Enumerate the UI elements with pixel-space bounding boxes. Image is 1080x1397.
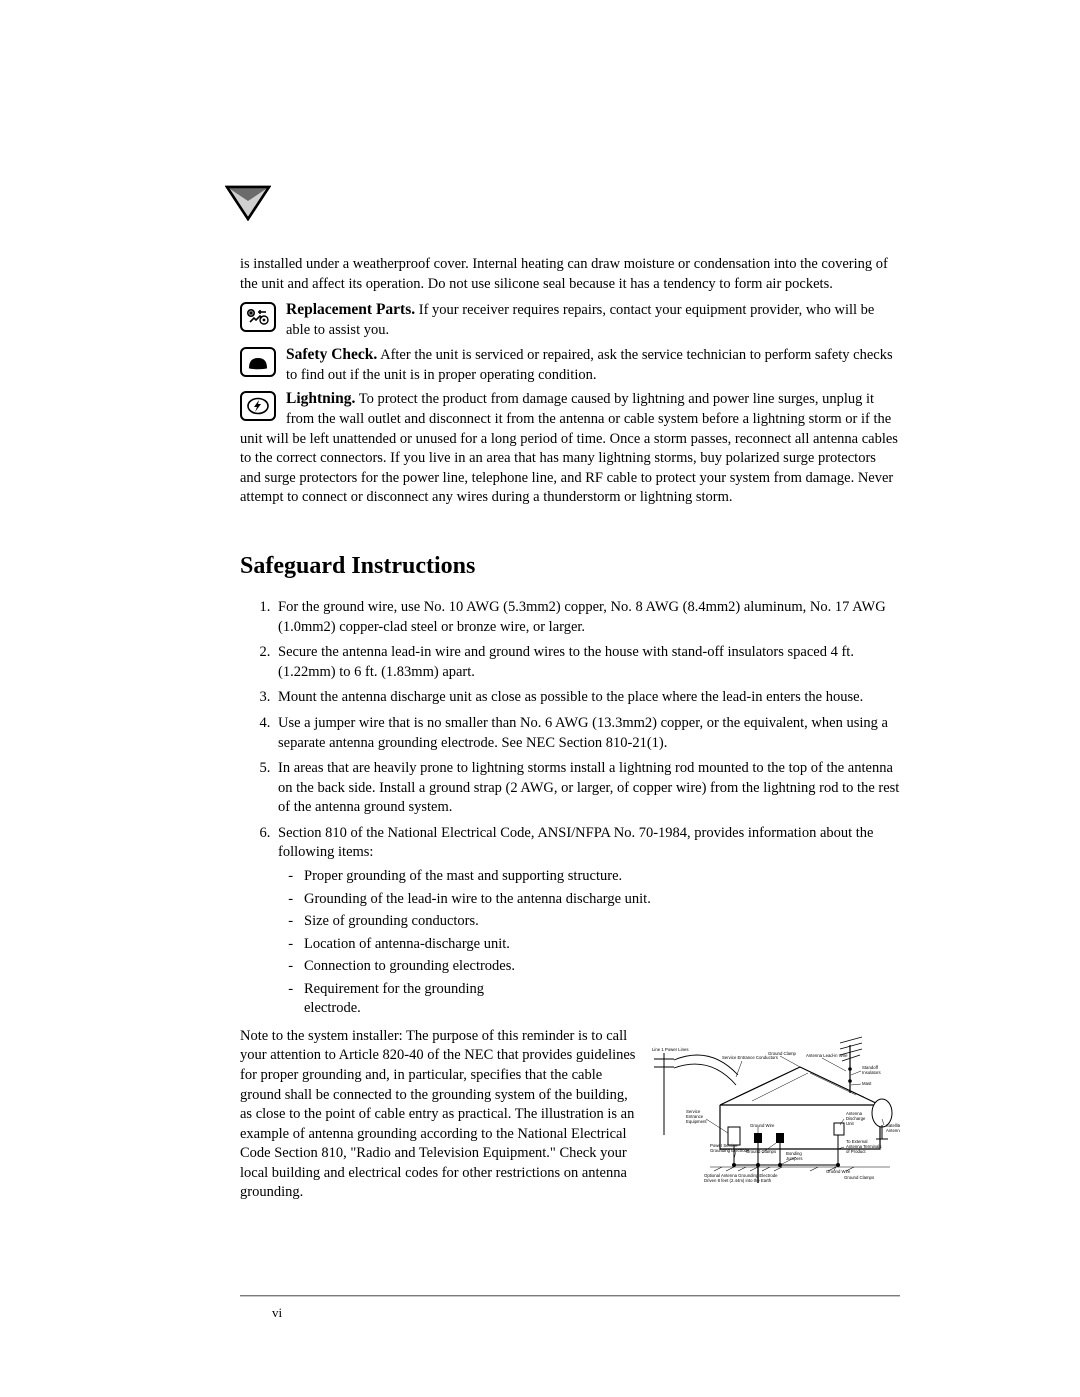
sublist-item: Connection to grounding electrodes. — [304, 957, 900, 977]
lightning-lead: Lightning. — [286, 390, 355, 407]
replacement-parts-block: Replacement Parts. If your receiver requ… — [240, 300, 900, 340]
diagram-label: SatelliteAntenna — [886, 1123, 900, 1133]
sublist-item: Requirement for the grounding electrode. — [304, 980, 524, 1019]
diagram-label: Ground Clamp — [768, 1051, 797, 1056]
safety-check-text: After the unit is serviced or repaired, … — [286, 347, 893, 383]
list-item: Secure the antenna lead-in wire and grou… — [274, 643, 900, 682]
installer-note-text: Note to the system installer: The purpos… — [240, 1028, 635, 1201]
page-content: is installed under a weatherproof cover.… — [240, 255, 900, 1203]
list-item: For the ground wire, use No. 10 AWG (5.3… — [274, 598, 900, 637]
diagram-label: Optional Antenna Grounding ElectrodeDriv… — [704, 1173, 778, 1183]
diagram-label: Line 1 Power Lines — [652, 1047, 689, 1052]
diagram-label: Ground Clamps — [746, 1149, 776, 1154]
diagram-label: AntennaDischargeUnit — [846, 1111, 866, 1126]
list-item: Use a jumper wire that is no smaller tha… — [274, 714, 900, 753]
parts-icon — [240, 302, 276, 332]
diagram-label: Ground Wire — [826, 1169, 851, 1174]
sublist-item: Proper grounding of the mast and support… — [304, 867, 900, 887]
diagram-label: Antenna Lead-in Wire — [806, 1053, 848, 1058]
page-number: vi — [272, 1305, 282, 1321]
sublist-item: Grounding of the lead-in wire to the ant… — [304, 890, 900, 910]
diagram-label: BondingJumpers — [786, 1151, 802, 1161]
intro-paragraph: is installed under a weatherproof cover.… — [240, 255, 900, 294]
installer-note-block: Line 1 Power Lines Service Entrance Cond… — [240, 1027, 900, 1203]
list-item-text: Section 810 of the National Electrical C… — [278, 825, 874, 861]
safety-check-block: Safety Check. After the unit is serviced… — [240, 345, 900, 385]
lightning-block: Lightning. To protect the product from d… — [240, 389, 900, 508]
list-item: In areas that are heavily prone to light… — [274, 759, 900, 818]
list-item: Mount the antenna discharge unit as clos… — [274, 688, 900, 708]
diagram-label: ServiceEntranceEquipment — [686, 1109, 707, 1124]
safeguard-heading: Safeguard Instructions — [240, 550, 900, 582]
sublist-item: Location of antenna-discharge unit. — [304, 935, 900, 955]
safety-check-lead: Safety Check. — [286, 346, 377, 363]
safeguard-sublist: Proper grounding of the mast and support… — [278, 867, 900, 1019]
diagram-label: To ExternalAntenna Terminalsof Product — [846, 1139, 882, 1154]
diagram-label: Ground Clamps — [844, 1175, 874, 1180]
corner-triangle-icon — [225, 185, 271, 226]
list-item: Section 810 of the National Electrical C… — [274, 824, 900, 1019]
lightning-icon — [240, 391, 276, 421]
grounding-diagram: Line 1 Power Lines Service Entrance Cond… — [650, 1027, 900, 1187]
diagram-label: StandoffInsulators — [862, 1065, 881, 1075]
footer-rule — [240, 1295, 900, 1297]
diagram-label: Mast — [862, 1081, 872, 1086]
replacement-parts-lead: Replacement Parts. — [286, 301, 415, 318]
document-page: is installed under a weatherproof cover.… — [0, 0, 1080, 1397]
sublist-item: Size of grounding conductors. — [304, 912, 900, 932]
safety-icon — [240, 347, 276, 377]
diagram-label: Power ServiceGrounding Electrode — [710, 1143, 750, 1153]
lightning-text: To protect the product from damage cause… — [240, 391, 898, 505]
safeguard-list: For the ground wire, use No. 10 AWG (5.3… — [240, 598, 900, 1019]
diagram-label: Ground Wire — [750, 1123, 775, 1128]
